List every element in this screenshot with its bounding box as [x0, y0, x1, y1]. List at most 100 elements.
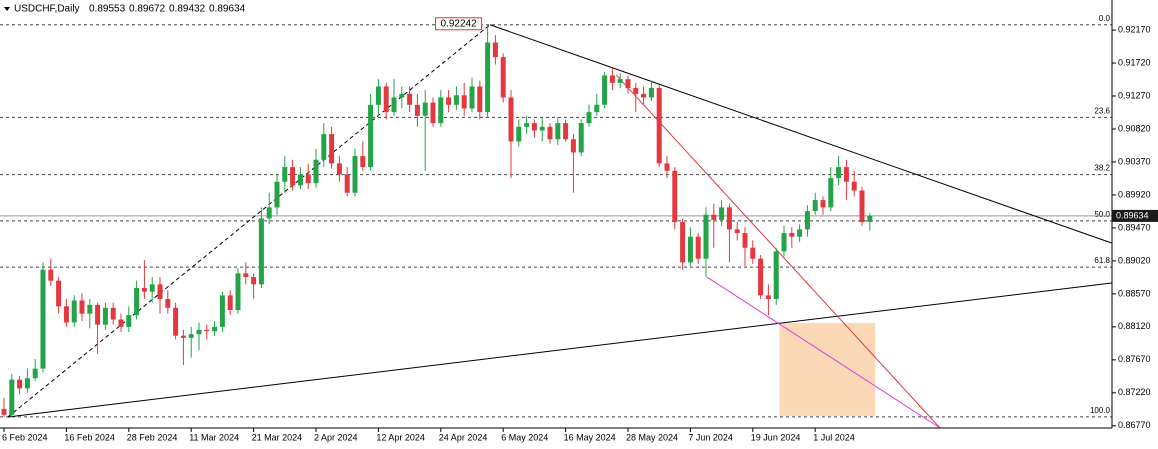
candle-body	[789, 233, 795, 237]
x-tick-label: 6 May 2024	[501, 432, 548, 442]
x-tick-label: 11 Mar 2024	[189, 432, 239, 442]
candle-body	[773, 251, 779, 300]
candle-body	[360, 156, 366, 168]
candle-body	[851, 181, 857, 191]
candle-body	[290, 167, 296, 186]
candle-body	[687, 236, 693, 263]
symbol: USDCHF,Daily	[14, 4, 80, 15]
candle-body	[531, 123, 537, 131]
candle-body	[118, 319, 124, 327]
candle-body	[40, 269, 46, 369]
candle-body	[602, 75, 608, 105]
x-tick-label: 12 Apr 2024	[376, 432, 425, 442]
candle-body	[750, 247, 756, 259]
candle-body	[305, 174, 311, 184]
x-tick-label: 24 Apr 2024	[439, 432, 488, 442]
candle-body	[126, 315, 132, 327]
candle-body	[625, 79, 631, 88]
candle-body	[134, 288, 140, 316]
candle-body	[391, 97, 397, 113]
candle-body	[157, 284, 163, 300]
candle-body	[742, 233, 748, 248]
y-tick-label: 0.86770	[1118, 420, 1151, 430]
candle-body	[17, 379, 23, 389]
y-tick-label: 0.87670	[1118, 354, 1151, 364]
candle-body	[336, 163, 342, 175]
candle-body	[56, 280, 62, 307]
candle-body	[149, 284, 155, 292]
candle-body	[212, 326, 218, 332]
current-price-tag	[1112, 209, 1158, 222]
candle-body	[71, 300, 77, 323]
candle-body	[485, 42, 491, 113]
candle-body	[219, 295, 225, 327]
candle-body	[594, 104, 600, 113]
candle-body	[680, 222, 686, 263]
candle-body	[422, 102, 428, 116]
candle-body	[48, 269, 54, 281]
candle-body	[586, 112, 592, 124]
candle-body	[539, 126, 545, 131]
candle-body	[797, 229, 803, 237]
zones	[779, 322, 876, 416]
candle-body	[87, 304, 93, 314]
candle-body	[570, 139, 576, 153]
peak-label: 0.92242	[441, 18, 478, 29]
candle-body	[656, 87, 662, 164]
candle-body	[63, 306, 69, 323]
header-close: 0.89634	[209, 4, 246, 15]
candle-body	[648, 87, 654, 98]
fib-label: 61.8	[1094, 256, 1110, 265]
candle-body	[641, 93, 647, 98]
fib-label: 100.0	[1090, 406, 1111, 415]
candle-body	[726, 207, 732, 230]
fib-label: 38.2	[1094, 164, 1110, 173]
candle-body	[812, 200, 818, 212]
candle-body	[95, 304, 101, 325]
candle-body	[555, 123, 561, 140]
candle-body	[609, 75, 615, 83]
x-tick-label: 21 Mar 2024	[252, 432, 303, 442]
header-high: 0.89672	[129, 4, 166, 15]
x-tick-label: 28 Feb 2024	[127, 432, 178, 442]
candle-body	[734, 229, 740, 234]
candle-body	[399, 93, 405, 98]
candle-body	[508, 97, 514, 142]
x-tick-label: 19 Jun 2024	[751, 432, 801, 442]
candle-body	[258, 218, 264, 285]
candles	[1, 24, 873, 418]
candle-body	[617, 79, 623, 83]
y-tick-label: 0.88570	[1118, 288, 1151, 298]
candle-body	[407, 93, 413, 105]
candle-body	[843, 167, 849, 182]
candle-body	[804, 211, 810, 230]
x-tick-label: 6 Feb 2024	[2, 432, 48, 442]
candle-body	[547, 126, 553, 140]
candle-body	[329, 134, 335, 164]
candle-body	[1, 408, 7, 415]
trendline	[7, 282, 1112, 418]
y-tick-label: 0.91270	[1118, 90, 1151, 100]
candle-body	[461, 95, 467, 109]
fib-label: 0.0	[1099, 14, 1111, 23]
candle-body	[578, 123, 584, 153]
candle-body	[204, 329, 210, 332]
candle-body	[781, 233, 787, 252]
candle-body	[453, 95, 459, 105]
zone	[779, 322, 876, 416]
candle-body	[141, 288, 147, 292]
candle-body	[820, 200, 826, 208]
fib-label: 23.6	[1094, 106, 1110, 115]
candle-body	[243, 273, 249, 278]
candle-body	[477, 86, 483, 113]
candle-body	[563, 123, 569, 140]
candle-body	[492, 42, 498, 58]
header-low: 0.89432	[169, 4, 206, 15]
candle-body	[266, 207, 272, 219]
x-tick-label: 2 Apr 2024	[314, 432, 358, 442]
candle-body	[110, 307, 116, 320]
candle-body	[524, 123, 530, 127]
candle-body	[836, 167, 842, 179]
y-tick-label: 0.90820	[1118, 123, 1151, 133]
